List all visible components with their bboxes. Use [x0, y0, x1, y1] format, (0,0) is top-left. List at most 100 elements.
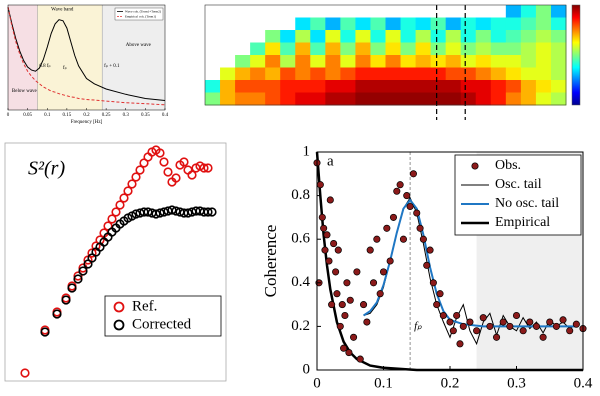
point — [459, 322, 467, 330]
point — [155, 208, 165, 218]
band — [102, 5, 165, 110]
point — [383, 224, 391, 232]
heat-cell — [205, 80, 221, 93]
point — [409, 170, 417, 178]
y-tick-label: 1 — [303, 143, 311, 159]
x-tick-label: 0.1 — [374, 375, 393, 391]
point — [552, 322, 560, 330]
heat-cell — [340, 55, 356, 68]
point — [423, 261, 431, 269]
legend-label: Wave coh. (Term1+Term2) — [125, 9, 161, 13]
heat-cell — [280, 30, 296, 43]
heat-cell — [415, 55, 432, 68]
heat-cell — [325, 42, 341, 56]
heat-cell — [325, 30, 341, 43]
point — [479, 314, 487, 322]
heat-cell — [385, 30, 402, 43]
heat-cell — [460, 92, 477, 106]
point — [406, 202, 414, 211]
legend-label: Osc. tail — [495, 177, 542, 192]
point — [123, 186, 133, 196]
heat-cell — [205, 92, 221, 106]
point — [486, 322, 494, 330]
point — [325, 257, 333, 265]
point — [492, 333, 501, 341]
x-tick-label: 0.2 — [83, 113, 90, 118]
heat-cell — [250, 67, 266, 81]
heat-cell — [370, 67, 386, 81]
heat-cell — [355, 42, 371, 56]
legend-label: No osc. tail — [495, 196, 559, 211]
heat-cell — [415, 30, 432, 43]
heat-cell — [385, 80, 402, 93]
point — [559, 316, 567, 324]
heat-cell — [385, 67, 402, 81]
heat-cell — [505, 80, 522, 93]
heat-cell — [535, 80, 552, 93]
heat-cell — [340, 17, 356, 31]
x-tick-label: 0.05 — [23, 113, 32, 118]
heat-cell — [490, 30, 507, 43]
point — [203, 163, 213, 173]
point — [107, 214, 117, 224]
x-tick-label: 0.35 — [141, 113, 150, 118]
heat-cell — [430, 17, 447, 31]
legend-marker — [113, 301, 125, 313]
heat-cell — [370, 55, 386, 68]
frame — [204, 4, 567, 106]
heat-cell — [460, 67, 477, 81]
heat-cell — [265, 42, 281, 56]
heat-cell — [490, 92, 507, 106]
heat-cell — [265, 80, 281, 93]
heat-cell — [355, 55, 371, 68]
heat-cell — [235, 67, 251, 81]
heat-cell — [370, 30, 386, 43]
x-tick-label: 0.1 — [44, 113, 51, 118]
annotation: fₚ — [63, 66, 67, 71]
heat-cell — [400, 17, 417, 31]
heat-cell — [535, 5, 552, 18]
x-axis-label: Frequency [Hz] — [71, 120, 103, 125]
series-line — [7, 6, 166, 106]
heat-cell — [520, 67, 537, 81]
legend-marker — [113, 319, 125, 331]
point — [446, 318, 454, 326]
legend — [104, 295, 222, 337]
heat-cell — [550, 30, 567, 43]
y-tick-label: 0.2 — [291, 318, 310, 334]
point — [363, 318, 371, 326]
point — [345, 349, 353, 357]
point — [320, 224, 328, 232]
heat-cell — [295, 42, 311, 56]
point — [399, 235, 408, 243]
point — [334, 246, 342, 254]
point — [373, 235, 381, 243]
point — [131, 172, 141, 182]
point — [353, 268, 361, 276]
point — [396, 181, 404, 189]
point — [115, 200, 125, 210]
heat-cell — [430, 92, 447, 106]
annotation: fₚ + 0.1 — [104, 64, 120, 69]
heat-cell — [535, 92, 552, 106]
heat-cell — [415, 42, 432, 56]
point — [512, 311, 521, 320]
heat-cell — [430, 67, 447, 81]
point — [449, 327, 457, 335]
point — [346, 296, 354, 304]
heat-cell — [475, 80, 492, 93]
point — [416, 224, 424, 232]
band — [37, 5, 103, 110]
heat-cell — [445, 30, 462, 43]
x-tick-label: 0.25 — [102, 113, 111, 118]
heat-cell — [310, 67, 326, 81]
heat-cell — [535, 30, 552, 43]
heat-cell — [445, 80, 462, 93]
heat-cell — [490, 55, 507, 68]
point — [340, 344, 348, 352]
heat-cell — [295, 80, 311, 93]
point — [336, 322, 344, 330]
heat-cell — [445, 17, 462, 31]
point — [389, 213, 398, 221]
heat-cell — [445, 92, 462, 106]
